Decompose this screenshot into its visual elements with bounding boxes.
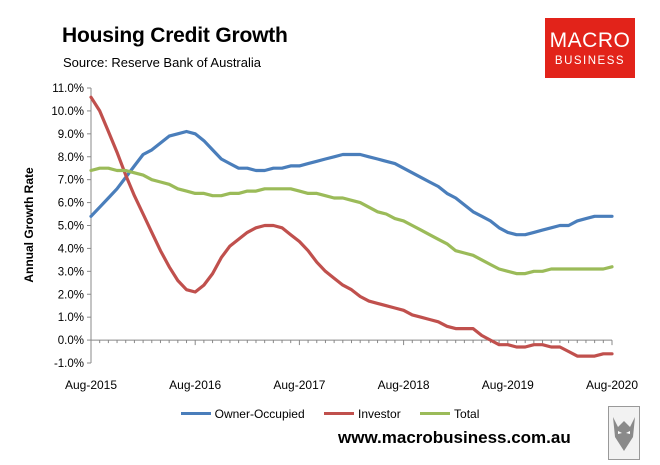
logo-line-macro: MACRO [549,29,631,52]
y-tick-label: 8.0% [58,152,84,164]
y-tick-label: 0.0% [58,335,84,347]
x-tick-label: Aug-2017 [273,378,325,392]
series-line-total [89,166,614,276]
x-tick-label: Aug-2016 [169,378,221,392]
y-tick-label: 7.0% [58,175,84,187]
legend-label-total: Total [454,406,480,421]
y-tick-label: 6.0% [58,198,84,210]
chart-source: Source: Reserve Bank of Australia [63,55,261,70]
macrobusiness-logo[interactable]: MACRO BUSINESS [545,18,635,78]
y-tick-label: 4.0% [58,243,84,255]
legend-item-owner-occupied: Owner-Occupied [180,406,305,421]
x-tick-label: Aug-2019 [482,378,534,392]
legend-item-investor: Investor [324,407,401,421]
legend-swatch-owner-occupied [180,412,211,415]
y-tick-label: 5.0% [58,221,84,233]
y-tick-label: 10.0% [51,106,84,118]
legend-label-investor: Investor [358,406,401,421]
page-title: Housing Credit Growth [62,24,288,47]
x-tick-label: Aug-2020 [586,378,638,392]
chart-series [89,95,614,358]
chart-legend: Owner-Occupied Investor Total [0,404,660,421]
legend-label-owner-occupied: Owner-Occupied [214,406,305,421]
legend-item-total: Total [420,407,479,421]
x-tick-labels: Aug-2015 Aug-2016 Aug-2017 Aug-2018 Aug-2019… [65,378,638,392]
series-line-owner-occupied [89,129,614,237]
legend-swatch-total [420,412,451,415]
chart-axes [87,87,613,364]
legend-swatch-investor [324,412,354,415]
x-tick-label: Aug-2015 [65,378,117,392]
y-axis-label: Annual Growth Rate [22,167,36,283]
y-tick-label: 2.0% [58,289,84,301]
y-tick-label: 3.0% [58,266,84,278]
x-tick-label: Aug-2018 [378,378,430,392]
logo-line-business: BUSINESS [554,55,626,67]
y-tick-label: 11.0% [52,83,84,95]
y-tick-label: 1.0% [58,312,84,324]
series-line-investor [89,95,614,358]
y-tick-labels: -1.0% 0.0% 1.0% 2.0% 3.0% 4.0% 5.0% 6.0% 7.0% 8.0… [51,83,84,370]
y-tick-label: 9.0% [58,129,84,141]
website-link[interactable]: www.macrobusiness.com.au [338,428,571,447]
wolf-logo-icon [608,406,640,460]
y-tick-label: -1.0% [54,358,84,370]
